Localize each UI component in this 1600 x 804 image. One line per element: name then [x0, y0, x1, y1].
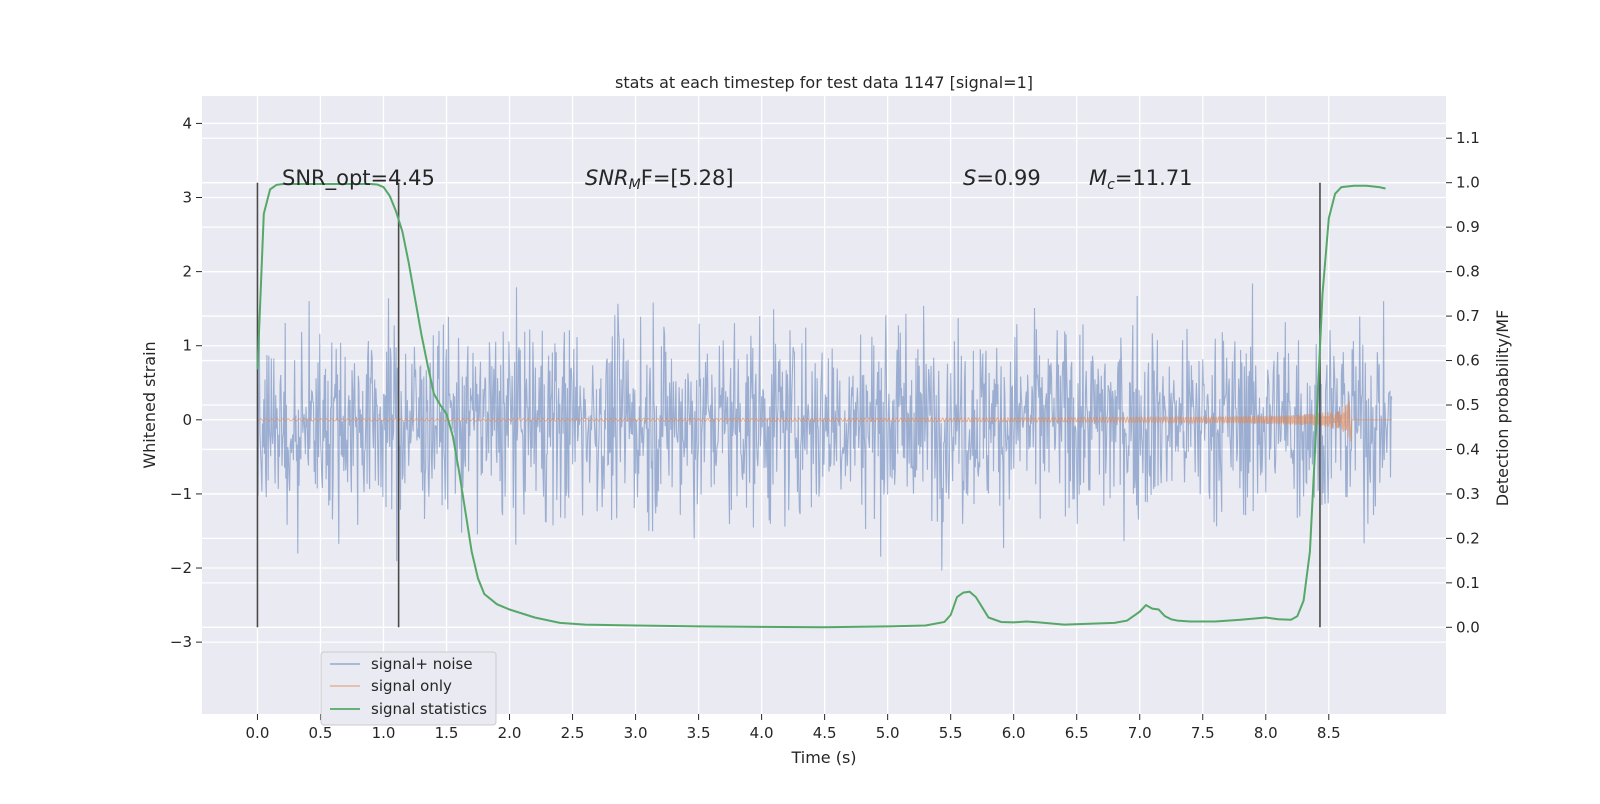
x-tick-label-3: 1.5: [435, 724, 459, 742]
y-left-tick-label-3: 1: [182, 337, 192, 355]
y-right-tick-label-3: 0.8: [1456, 263, 1480, 281]
y-left-tick-label-6: −2: [170, 559, 192, 577]
legend: signal+ noise signal only signal statist…: [320, 651, 497, 726]
x-tick-label-16: 8.0: [1254, 724, 1278, 742]
x-tick-label-8: 4.0: [750, 724, 774, 742]
y-right-tick-label-4: 0.7: [1456, 307, 1480, 325]
y-left-tick-label-7: −3: [170, 633, 192, 651]
y-right-tick-label-6: 0.5: [1456, 396, 1480, 414]
series-signal-noise: [256, 283, 1393, 571]
y-right-tick-label-5: 0.6: [1456, 352, 1480, 370]
annotation-snr-mf-suffix: F=[5.28]: [641, 166, 734, 190]
x-tick-label-4: 2.0: [498, 724, 522, 742]
legend-label-signal-statistics: signal statistics: [371, 700, 487, 718]
y-right-tick-label-7: 0.4: [1456, 440, 1480, 458]
annotation-s-label: S: [963, 166, 976, 190]
chart-title: stats at each timestep for test data 114…: [615, 73, 1033, 92]
x-tick-label-7: 3.5: [687, 724, 711, 742]
annotation-mc-value: =11.71: [1115, 166, 1193, 190]
y-left-tick-label-2: 2: [182, 263, 192, 281]
annotation-snr-opt: SNR_opt=4.45: [282, 166, 435, 191]
y-right-tick-label-10: 0.1: [1456, 574, 1480, 592]
x-tick-label-15: 7.5: [1191, 724, 1215, 742]
annotation-s-value: =0.99: [976, 166, 1040, 190]
signal-statistics-line: [256, 183, 1386, 629]
x-tick-label-17: 8.5: [1317, 724, 1341, 742]
y-right-tick-label-0: 1.1: [1456, 129, 1480, 147]
y-axis-left-ticks: 4 3 2 1 0 −1 −2 −3: [170, 114, 202, 651]
y-left-tick-label-1: 3: [182, 189, 192, 207]
y-right-tick-label-1: 1.0: [1456, 174, 1480, 192]
annotation-mc-label: M: [1089, 166, 1107, 190]
x-tick-label-13: 6.5: [1065, 724, 1089, 742]
signal-only-line: [257, 400, 1392, 442]
x-tick-label-6: 3.0: [624, 724, 648, 742]
x-axis-ticks: 0.0 0.5 1.0 1.5 2.0 2.5 3.0 3.5 4.0 4.5 5.0 5.5 6.0 6…: [246, 714, 1341, 742]
series-signal-only: [257, 400, 1392, 442]
vertical-markers: [256, 182, 1321, 628]
y-left-tick-label-4: 0: [182, 411, 192, 429]
x-tick-label-14: 7.0: [1128, 724, 1152, 742]
x-tick-label-11: 5.5: [939, 724, 963, 742]
signal-noise-line: [256, 283, 1393, 571]
y-right-tick-label-8: 0.3: [1456, 485, 1480, 503]
y-axis-left-label: Whitened strain: [140, 341, 159, 468]
x-tick-label-12: 6.0: [1002, 724, 1026, 742]
y-right-tick-label-9: 0.2: [1456, 529, 1480, 547]
y-axis-right-label: Detection probability/MF: [1493, 310, 1512, 507]
legend-label-signal-noise: signal+ noise: [371, 655, 473, 673]
annotation-snr-mf-sub: M: [629, 177, 641, 193]
y-left-tick-label-5: −1: [170, 485, 192, 503]
legend-label-signal-only: signal only: [371, 677, 452, 695]
annotation-s: S=0.99: [963, 166, 1041, 190]
series-signal-statistics: [256, 183, 1386, 629]
x-tick-label-1: 0.5: [309, 724, 333, 742]
y-right-tick-label-2: 0.9: [1456, 218, 1480, 236]
annotation-mc-sub: c: [1107, 177, 1115, 193]
x-axis-label: Time (s): [790, 748, 856, 767]
x-tick-label-0: 0.0: [246, 724, 270, 742]
x-tick-label-10: 5.0: [876, 724, 900, 742]
x-tick-label-2: 1.0: [372, 724, 396, 742]
x-tick-label-9: 4.5: [813, 724, 837, 742]
legend-box: [320, 651, 497, 726]
annotation-mc: Mc=11.71: [1089, 166, 1193, 193]
annotation-snr-mf-label: SNR: [585, 166, 629, 190]
y-axis-right-ticks: 1.1 1.0 0.9 0.8 0.7 0.6 0.5 0.4 0.3 0.2 0.1 0.0: [1446, 129, 1480, 636]
y-right-tick-label-11: 0.0: [1456, 618, 1480, 636]
annotation-snr-mf: SNRMF=[5.28]: [585, 166, 734, 193]
y-left-tick-label-0: 4: [182, 114, 192, 132]
x-tick-label-5: 2.5: [561, 724, 585, 742]
